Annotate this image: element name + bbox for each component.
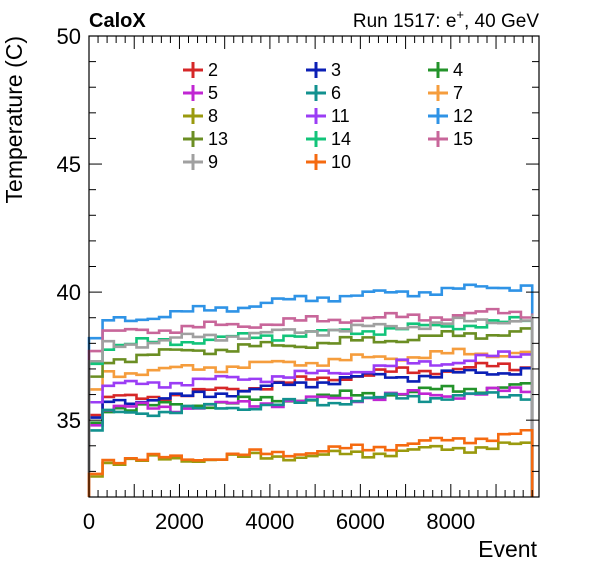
series-10-line [87,428,534,497]
legend-item-5: 5 [183,83,218,103]
legend-label: 10 [331,152,351,172]
legend-label: 2 [208,60,218,80]
legend-label: 7 [453,83,463,103]
y-tick-label: 35 [57,408,81,433]
series-2-line [87,361,534,497]
legend-item-4: 4 [428,60,463,80]
series-8-line [87,441,534,497]
legend: 2 3 4 5 6 7 8 11 12 13 14 15 9 10 [183,60,473,172]
y-tick-label: 50 [57,24,81,49]
experiment-label: CaloX [89,10,146,32]
legend-label: 11 [331,106,350,126]
series-12-line [87,283,534,497]
run-label-tail: , 40 GeV [464,11,539,32]
legend-item-14: 14 [306,129,351,149]
legend-item-6: 6 [306,83,341,103]
legend-item-9: 9 [183,152,218,172]
legend-item-3: 3 [306,60,341,80]
x-tick-label: 4000 [245,509,294,534]
legend-label: 5 [208,83,218,103]
legend-item-11: 11 [306,106,350,126]
series-11-line [87,350,534,497]
series-layer [87,283,534,497]
legend-label: 13 [208,129,228,149]
x-axis-title: Event [478,536,537,562]
x-tick-label: 8000 [426,509,475,534]
legend-item-10: 10 [306,152,351,172]
x-tick-label: 2000 [155,509,204,534]
series-9-line [87,314,534,497]
x-tick-label: 0 [83,509,95,534]
run-label: Run 1517: e+, 40 GeV [353,7,539,32]
legend-label: 3 [331,60,341,80]
run-label-sup: + [456,7,464,22]
run-label-main: Run 1517: e [353,11,457,32]
legend-label: 4 [453,60,463,80]
legend-label: 12 [453,106,473,126]
legend-item-8: 8 [183,106,218,126]
x-tick-label: 6000 [336,509,385,534]
legend-item-15: 15 [428,129,473,149]
legend-label: 15 [453,129,473,149]
legend-item-2: 2 [183,60,218,80]
y-axis-title: Temperature (C) [1,36,27,203]
legend-label: 8 [208,106,218,126]
series-6-line [87,391,534,497]
series-7-line [87,346,534,497]
legend-item-12: 12 [428,106,473,126]
legend-label: 9 [208,152,218,172]
series-15-line [87,307,534,497]
legend-label: 6 [331,83,341,103]
legend-item-13: 13 [183,129,228,149]
legend-label: 14 [331,129,351,149]
y-tick-label: 40 [57,280,81,305]
y-tick-label: 45 [57,152,81,177]
legend-item-7: 7 [428,83,463,103]
series-13-line [87,327,534,497]
series-3-line [87,366,534,497]
